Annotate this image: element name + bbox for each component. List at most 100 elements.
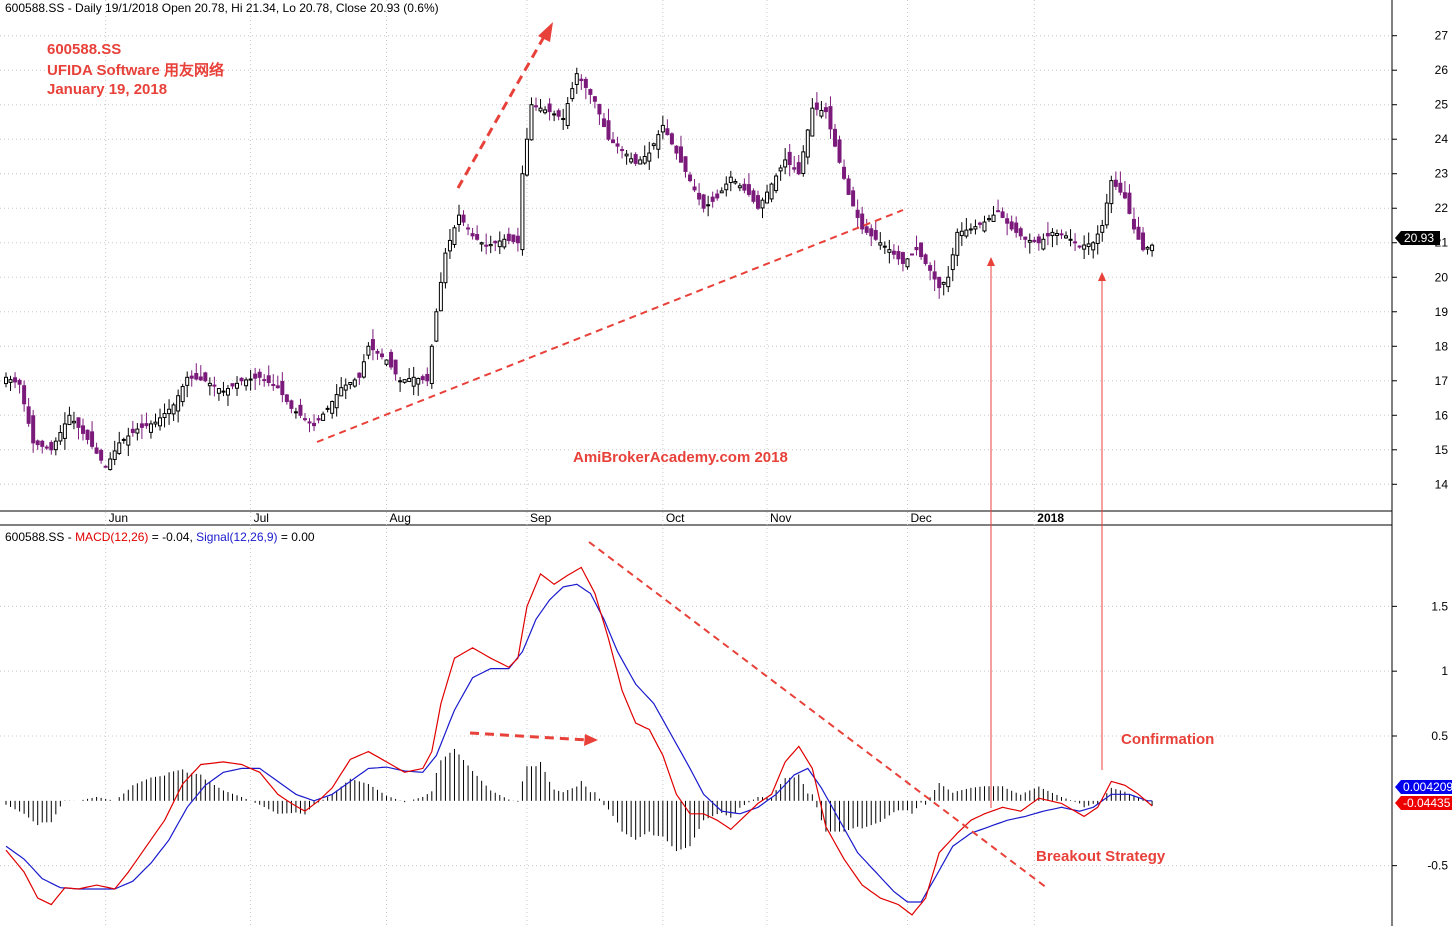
candle-body bbox=[361, 361, 366, 378]
signal-line bbox=[5, 583, 1153, 903]
candle-body bbox=[737, 185, 742, 189]
candle-body bbox=[316, 418, 321, 421]
candle-body bbox=[1100, 224, 1105, 233]
candle-body bbox=[171, 404, 176, 415]
candle-body bbox=[719, 190, 724, 194]
month-tick-label: Aug bbox=[390, 511, 411, 525]
candle-body bbox=[851, 190, 856, 207]
candle-body bbox=[153, 421, 158, 425]
candle-body bbox=[411, 376, 416, 387]
candle-body bbox=[35, 440, 40, 446]
grid-layer bbox=[0, 0, 1392, 926]
candle-body bbox=[289, 400, 294, 409]
candle-body bbox=[1091, 242, 1096, 251]
candle-body bbox=[583, 78, 588, 88]
candle-body bbox=[900, 252, 905, 264]
candle-body bbox=[216, 388, 221, 394]
candle-body bbox=[955, 231, 960, 256]
candle-body bbox=[189, 375, 194, 379]
macd-line bbox=[5, 566, 1153, 916]
macd-lines bbox=[5, 566, 1153, 916]
candle-body bbox=[964, 229, 969, 237]
candle-body bbox=[438, 281, 443, 312]
confirmation-label: Confirmation bbox=[1121, 731, 1214, 748]
macd-horizontal-arrowhead bbox=[584, 734, 598, 746]
candle-body bbox=[379, 353, 384, 358]
candle-body bbox=[203, 372, 208, 382]
candle-body bbox=[647, 152, 652, 162]
candle-body bbox=[941, 281, 946, 285]
candle-body bbox=[982, 221, 987, 232]
candle-body bbox=[266, 375, 271, 383]
macd-histogram bbox=[5, 748, 1153, 852]
candle-body bbox=[778, 167, 783, 172]
candle-body bbox=[588, 89, 593, 95]
candle-body bbox=[520, 173, 525, 251]
candle-body bbox=[325, 407, 330, 410]
candle-body bbox=[1136, 226, 1141, 240]
candle-body bbox=[302, 418, 307, 421]
candle-body bbox=[262, 379, 267, 382]
candle-body bbox=[973, 226, 978, 230]
candle-body bbox=[1009, 221, 1014, 230]
candle-body bbox=[1113, 179, 1118, 187]
candle-body bbox=[103, 465, 108, 468]
candle-body bbox=[293, 411, 298, 414]
candle-body bbox=[688, 174, 693, 182]
candle-body bbox=[76, 417, 81, 428]
candle-body bbox=[1145, 246, 1150, 250]
candle-body bbox=[235, 382, 240, 389]
candle-body bbox=[488, 243, 493, 247]
candle-body bbox=[207, 382, 212, 387]
macd-value-badge-text: -0.04435 bbox=[1403, 796, 1451, 810]
title-line-date: January 19, 2018 bbox=[47, 81, 167, 98]
candle-body bbox=[805, 129, 810, 158]
candle-body bbox=[108, 458, 113, 471]
candle-body bbox=[606, 120, 611, 140]
candle-body bbox=[384, 359, 389, 365]
candle-body bbox=[148, 423, 153, 433]
candle-body bbox=[547, 103, 552, 113]
candle-body bbox=[959, 230, 964, 237]
candle-body bbox=[792, 167, 797, 170]
last-price-badge-text: 20.93 bbox=[1404, 231, 1434, 245]
candle-body bbox=[819, 109, 824, 117]
candle-body bbox=[932, 271, 937, 280]
candle-body bbox=[298, 404, 303, 416]
candle-body bbox=[529, 104, 534, 141]
candle-body bbox=[330, 400, 335, 414]
candle-body bbox=[248, 378, 253, 381]
candle-body bbox=[810, 107, 815, 137]
candle-body bbox=[17, 379, 22, 385]
candle-body bbox=[112, 450, 117, 460]
candle-body bbox=[950, 254, 955, 271]
candle-body bbox=[398, 380, 403, 383]
candle-body bbox=[339, 387, 344, 397]
candle-body bbox=[678, 146, 683, 163]
candle-body bbox=[837, 139, 842, 163]
candle-body bbox=[185, 376, 190, 386]
candle-body bbox=[1050, 231, 1055, 237]
candle-body bbox=[126, 435, 131, 446]
candle-body bbox=[937, 276, 942, 289]
candle-body bbox=[968, 228, 973, 231]
candle-body bbox=[855, 209, 860, 218]
candle-body bbox=[914, 246, 919, 251]
candle-body bbox=[130, 428, 135, 434]
candle-body bbox=[49, 442, 54, 451]
candle-body bbox=[724, 183, 729, 191]
candle-body bbox=[452, 227, 457, 245]
candle-body bbox=[683, 156, 688, 172]
candle-body bbox=[887, 249, 892, 253]
candle-body bbox=[4, 376, 8, 385]
candle-body bbox=[1150, 244, 1155, 252]
candle-body bbox=[624, 153, 629, 157]
candle-body bbox=[923, 254, 928, 264]
candle-body bbox=[466, 227, 471, 230]
candle-body bbox=[1027, 239, 1032, 243]
candle-body bbox=[239, 377, 244, 382]
candle-body bbox=[121, 438, 126, 441]
signal-header-name: Signal(12,26,9) bbox=[196, 530, 277, 544]
candle-body bbox=[565, 103, 570, 126]
